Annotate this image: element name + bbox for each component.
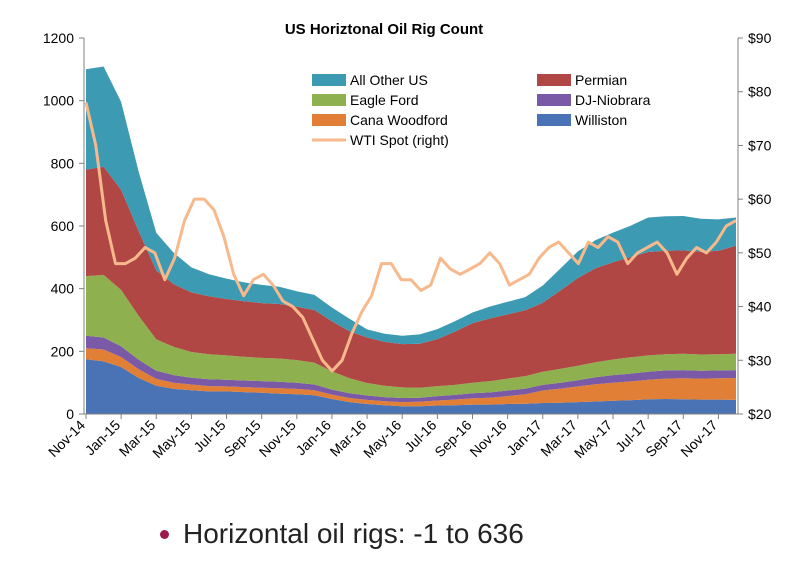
area-eagle-ford (86, 274, 736, 398)
left-tick-label: 800 (51, 155, 75, 171)
x-tick-label: Nov-14 (45, 417, 88, 460)
area-cana-woodford (86, 348, 736, 407)
summary-text: Horizontal oil rigs: -1 to 636 (183, 518, 524, 549)
bullet-dot-icon (160, 529, 169, 539)
x-tick-label: Sep-17 (642, 417, 685, 460)
stacked-areas (86, 66, 736, 414)
left-tick-label: 600 (51, 218, 75, 234)
legend-swatch-all-other-us (312, 74, 346, 86)
x-tick-label: May-15 (149, 417, 193, 461)
area-dj-niobrara (86, 335, 736, 403)
right-tick-label: $30 (748, 352, 772, 368)
x-tick-label: Jan-15 (82, 417, 124, 459)
legend-label-permian: Permian (575, 72, 627, 88)
x-tick-label: May-16 (360, 417, 404, 461)
area-permian (86, 166, 736, 388)
left-tick-label: 0 (66, 406, 74, 422)
right-tick-label: $60 (748, 191, 772, 207)
x-tick-label: Nov-15 (256, 417, 299, 460)
legend-label-wti: WTI Spot (right) (350, 132, 449, 148)
chart-title: US Horiztonal Oil Rig Count (285, 21, 483, 38)
oil-rig-chart: US Horiztonal Oil Rig Count 0 200 400 600 80… (43, 21, 772, 461)
x-tick-label: Jan-16 (292, 417, 334, 459)
x-tick-label: May-17 (571, 417, 615, 461)
legend-label-williston: Williston (575, 112, 627, 128)
right-tick-label: $40 (748, 299, 772, 315)
left-tick-label: 1000 (43, 93, 74, 109)
legend-swatch-cana-woodford (312, 114, 346, 126)
legend-label-eagle-ford: Eagle Ford (350, 92, 418, 108)
legend-swatch-dj-niobrara (537, 94, 571, 106)
right-tick-label: $80 (748, 84, 772, 100)
summary-bullet: Horizontal oil rigs: -1 to 636 (160, 518, 524, 550)
left-tick-label: 400 (51, 281, 75, 297)
right-tick-label: $70 (748, 137, 772, 153)
legend-label-cana-woodford: Cana Woodford (350, 112, 448, 128)
x-tick-label: Nov-16 (467, 417, 510, 460)
legend: All Other US Permian Eagle Ford DJ-Niobrara… (312, 72, 651, 148)
wti-line-group (84, 102, 737, 373)
area-all-other-us (86, 66, 736, 345)
left-tick-label: 200 (51, 343, 75, 359)
legend-swatch-eagle-ford (312, 94, 346, 106)
left-tick-label: 1200 (43, 30, 74, 46)
x-tick-label: Sep-16 (431, 417, 474, 460)
right-tick-label: $20 (748, 406, 772, 422)
right-tick-label: $90 (748, 30, 772, 46)
x-tick-label: Jan-17 (503, 417, 545, 459)
x-tick-label: Sep-15 (221, 417, 264, 460)
legend-label-all-other-us: All Other US (350, 72, 428, 88)
legend-swatch-permian (537, 74, 571, 86)
area-williston (86, 359, 736, 414)
wti-spot-line (84, 102, 737, 373)
legend-swatch-williston (537, 114, 571, 126)
legend-label-dj-niobrara: DJ-Niobrara (575, 92, 651, 108)
right-tick-label: $50 (748, 245, 772, 261)
x-tick-label: Nov-17 (677, 417, 720, 460)
